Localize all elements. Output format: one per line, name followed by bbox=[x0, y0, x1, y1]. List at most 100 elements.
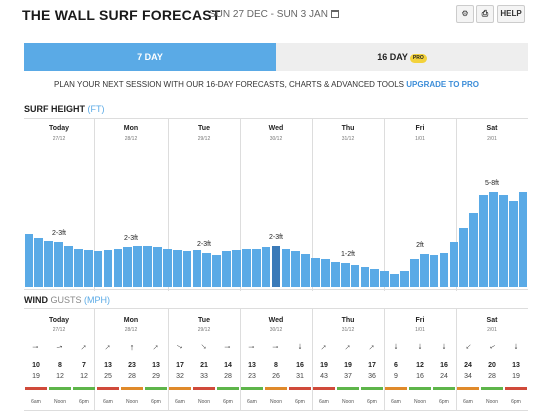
surf-unit: (FT) bbox=[87, 104, 105, 114]
surf-bar[interactable] bbox=[242, 248, 251, 287]
surf-bar[interactable] bbox=[429, 255, 439, 287]
wind-gust: 24 bbox=[440, 373, 448, 380]
surf-bar[interactable] bbox=[133, 246, 142, 287]
settings-button[interactable]: ⚙ bbox=[456, 5, 474, 23]
surf-bar[interactable] bbox=[34, 238, 44, 287]
day-separator bbox=[168, 119, 169, 291]
surf-bar[interactable] bbox=[24, 234, 34, 287]
wind-gust: 29 bbox=[152, 373, 160, 380]
day-separator bbox=[168, 309, 169, 411]
surf-bar[interactable] bbox=[380, 271, 390, 287]
surf-bar[interactable] bbox=[311, 257, 320, 287]
surf-bar[interactable] bbox=[113, 248, 123, 287]
surf-bar[interactable] bbox=[271, 246, 281, 287]
surf-bar[interactable] bbox=[281, 248, 291, 287]
surf-bar[interactable] bbox=[192, 250, 202, 287]
surf-bar[interactable] bbox=[103, 250, 113, 287]
wind-speed: 17 bbox=[176, 362, 184, 369]
surf-bar[interactable] bbox=[340, 263, 350, 287]
wind-speed: 19 bbox=[344, 362, 352, 369]
help-button[interactable]: HELP bbox=[497, 5, 525, 23]
surf-bar[interactable] bbox=[410, 259, 419, 287]
surf-bar[interactable] bbox=[469, 213, 478, 287]
wind-rating-bar bbox=[24, 387, 48, 390]
upgrade-link[interactable]: UPGRADE TO PRO bbox=[406, 80, 479, 89]
day-name: Fri bbox=[415, 125, 425, 132]
day-separator bbox=[384, 309, 385, 411]
tab-16-day[interactable]: 16 DAY PRO bbox=[276, 43, 528, 71]
surf-bar[interactable] bbox=[459, 227, 469, 287]
wind-gust: 36 bbox=[368, 373, 376, 380]
surf-bar[interactable] bbox=[232, 250, 241, 287]
time-label: 6pm bbox=[439, 399, 449, 405]
surf-bar[interactable] bbox=[44, 240, 54, 287]
surf-bar[interactable] bbox=[390, 273, 399, 287]
surf-bar[interactable] bbox=[212, 255, 222, 287]
surf-bar[interactable] bbox=[439, 252, 449, 287]
surf-bar[interactable] bbox=[449, 242, 459, 287]
surf-bar[interactable] bbox=[330, 261, 340, 287]
wind-rating-bar bbox=[384, 387, 408, 390]
wind-speed: 8 bbox=[274, 362, 278, 369]
surf-bar[interactable] bbox=[508, 201, 518, 287]
wind-gust: 12 bbox=[56, 373, 64, 380]
surf-bar[interactable] bbox=[479, 194, 488, 287]
surf-bar[interactable] bbox=[261, 247, 271, 287]
calendar-icon[interactable] bbox=[330, 10, 339, 18]
surf-bar[interactable] bbox=[162, 248, 172, 287]
surf-bar[interactable] bbox=[182, 251, 192, 287]
surf-bar[interactable] bbox=[498, 194, 508, 287]
time-label: 6am bbox=[463, 399, 473, 405]
surf-bar[interactable] bbox=[74, 248, 83, 287]
surf-bar[interactable] bbox=[222, 251, 231, 287]
surf-bar[interactable] bbox=[350, 264, 360, 287]
gear-icon: ⚙ bbox=[461, 9, 469, 18]
day-name: Wed bbox=[268, 125, 284, 132]
surf-bar[interactable] bbox=[123, 247, 133, 287]
wind-rating-bar bbox=[168, 387, 192, 390]
surf-bar[interactable] bbox=[54, 242, 63, 287]
wind-speed: 17 bbox=[368, 362, 376, 369]
surf-bar[interactable] bbox=[301, 254, 310, 287]
surf-height-label: 2-3ft bbox=[196, 240, 211, 248]
time-label: Noon bbox=[414, 399, 426, 405]
wind-speed: 14 bbox=[224, 362, 232, 369]
surf-bar[interactable] bbox=[93, 251, 103, 287]
wind-speed: 13 bbox=[104, 362, 112, 369]
surf-bar[interactable] bbox=[64, 246, 73, 287]
surf-bar[interactable] bbox=[143, 246, 152, 287]
day-separator bbox=[456, 119, 457, 291]
surf-bar[interactable] bbox=[251, 248, 261, 287]
wind-speed: 19 bbox=[320, 362, 328, 369]
wind-gust: 23 bbox=[248, 373, 256, 380]
day-name: Tue bbox=[198, 125, 210, 132]
wind-speed: 24 bbox=[464, 362, 472, 369]
wind-unit: (MPH) bbox=[84, 295, 111, 305]
surf-bar[interactable] bbox=[291, 251, 301, 287]
wind-rating-bar bbox=[336, 387, 360, 390]
print-button[interactable]: ⎙ bbox=[476, 5, 494, 23]
surf-bar[interactable] bbox=[321, 259, 330, 287]
surf-bar[interactable] bbox=[202, 252, 212, 287]
wind-direction-arrow: ↑ bbox=[513, 342, 519, 352]
time-label: 6pm bbox=[511, 399, 521, 405]
day-name: Sat bbox=[486, 317, 498, 324]
promo-text: PLAN YOUR NEXT SESSION WITH OUR 16-DAY F… bbox=[54, 80, 407, 89]
surf-bar[interactable] bbox=[153, 247, 162, 287]
time-label: 6pm bbox=[367, 399, 377, 405]
surf-bar[interactable] bbox=[518, 191, 528, 287]
surf-bar[interactable] bbox=[489, 191, 498, 287]
surf-bar[interactable] bbox=[419, 254, 429, 287]
wind-gust: 31 bbox=[296, 373, 304, 380]
wind-direction-arrow: ↑ bbox=[297, 342, 303, 352]
tab-7-day[interactable]: 7 DAY bbox=[24, 43, 276, 71]
surf-bar[interactable] bbox=[370, 268, 380, 287]
wind-rating-bar bbox=[288, 387, 312, 390]
surf-bar[interactable] bbox=[360, 267, 370, 287]
wind-direction-arrow: ↑ bbox=[486, 342, 498, 352]
surf-bar[interactable] bbox=[83, 250, 93, 287]
date-range[interactable]: SUN 27 DEC - SUN 3 JAN bbox=[209, 9, 339, 20]
wind-rating-bar bbox=[144, 387, 168, 390]
surf-bar[interactable] bbox=[172, 250, 182, 287]
surf-bar[interactable] bbox=[400, 271, 409, 287]
